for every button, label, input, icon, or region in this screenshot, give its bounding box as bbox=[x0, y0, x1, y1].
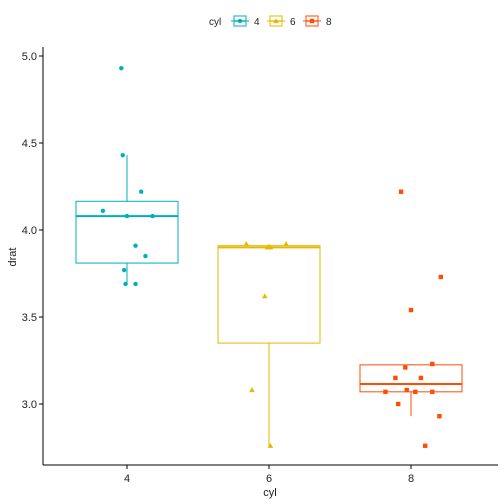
y-tick-label: 4.5 bbox=[22, 138, 37, 150]
legend-key-marker bbox=[273, 18, 279, 24]
data-point bbox=[267, 442, 274, 448]
data-point bbox=[143, 253, 148, 259]
legend-item-4: 4 bbox=[231, 15, 260, 28]
data-point bbox=[243, 241, 250, 247]
legend-label: 4 bbox=[254, 17, 260, 28]
data-point bbox=[404, 387, 409, 393]
axes: 3.0 3.5 4.0 4.5 5.0 4 6 8 bbox=[22, 47, 498, 485]
x-tick-label: 4 bbox=[124, 473, 130, 485]
legend-item-8: 8 bbox=[303, 15, 332, 28]
legend-key-marker bbox=[309, 18, 315, 24]
series-6 bbox=[217, 241, 321, 448]
plot-area bbox=[75, 65, 463, 448]
box bbox=[359, 364, 463, 393]
x-tick-label: 6 bbox=[266, 473, 272, 485]
series-4 bbox=[75, 65, 179, 287]
data-point bbox=[133, 243, 138, 248]
data-point bbox=[430, 361, 435, 367]
legend-item-6: 6 bbox=[267, 15, 296, 28]
y-tick-label: 3.5 bbox=[22, 312, 37, 324]
data-point bbox=[283, 241, 289, 247]
legend-label: 6 bbox=[290, 17, 296, 28]
y-tick-label: 5.0 bbox=[22, 51, 37, 63]
data-point bbox=[438, 274, 444, 280]
data-point bbox=[418, 375, 424, 381]
data-point bbox=[403, 365, 408, 370]
data-point bbox=[383, 389, 388, 395]
data-point bbox=[396, 401, 401, 407]
data-point bbox=[398, 189, 404, 194]
data-point bbox=[393, 375, 398, 381]
data-point bbox=[100, 208, 106, 214]
data-point bbox=[408, 307, 414, 313]
data-point bbox=[139, 189, 144, 194]
y-axis-title: drat bbox=[7, 248, 19, 267]
series-8 bbox=[359, 189, 463, 448]
legend-label: 8 bbox=[326, 17, 332, 28]
legend-key-marker bbox=[237, 18, 243, 24]
box bbox=[217, 245, 321, 344]
data-point bbox=[123, 281, 128, 287]
legend-title: cyl bbox=[209, 17, 221, 28]
y-tick-label: 3.0 bbox=[22, 399, 37, 411]
data-point bbox=[413, 389, 418, 395]
data-point bbox=[124, 213, 130, 219]
data-point bbox=[249, 387, 255, 393]
data-point bbox=[119, 65, 124, 71]
data-point bbox=[423, 443, 428, 448]
data-point bbox=[267, 244, 274, 250]
data-point bbox=[430, 389, 435, 395]
data-point bbox=[150, 213, 155, 219]
data-point bbox=[120, 152, 125, 158]
data-point bbox=[121, 267, 127, 273]
y-tick-label: 4.0 bbox=[22, 225, 37, 237]
x-tick-label: 8 bbox=[408, 473, 414, 485]
data-point bbox=[133, 281, 138, 287]
legend: cyl 4 6 8 bbox=[209, 15, 332, 28]
x-axis-title: cyl bbox=[263, 487, 276, 499]
data-point bbox=[261, 293, 268, 299]
data-point bbox=[437, 413, 442, 419]
box bbox=[75, 200, 179, 264]
